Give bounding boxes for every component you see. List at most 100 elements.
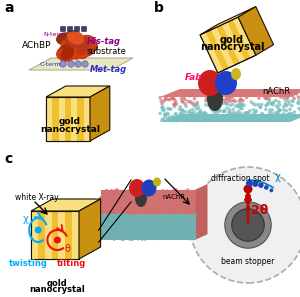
- Circle shape: [207, 104, 211, 108]
- Circle shape: [226, 94, 230, 98]
- Circle shape: [231, 111, 234, 115]
- Circle shape: [190, 116, 194, 119]
- Circle shape: [246, 206, 250, 210]
- Circle shape: [120, 235, 123, 238]
- Circle shape: [244, 184, 253, 194]
- Circle shape: [187, 212, 190, 215]
- Circle shape: [125, 194, 128, 197]
- Circle shape: [114, 234, 117, 238]
- Circle shape: [242, 91, 245, 94]
- Circle shape: [161, 237, 164, 240]
- Circle shape: [290, 104, 294, 107]
- Circle shape: [204, 99, 208, 102]
- Ellipse shape: [65, 36, 77, 45]
- Circle shape: [212, 98, 215, 102]
- Circle shape: [104, 197, 107, 200]
- Circle shape: [156, 205, 159, 208]
- Circle shape: [120, 233, 123, 236]
- Polygon shape: [31, 199, 100, 211]
- Circle shape: [237, 102, 241, 106]
- Circle shape: [156, 206, 159, 209]
- Circle shape: [228, 111, 231, 115]
- Circle shape: [102, 224, 105, 227]
- Circle shape: [190, 112, 194, 115]
- Circle shape: [128, 237, 131, 240]
- Circle shape: [160, 107, 164, 110]
- Circle shape: [185, 207, 188, 210]
- Circle shape: [211, 99, 214, 103]
- Circle shape: [126, 237, 129, 240]
- Circle shape: [229, 103, 232, 107]
- Ellipse shape: [76, 47, 86, 55]
- Circle shape: [106, 201, 109, 204]
- Circle shape: [162, 198, 165, 201]
- Circle shape: [231, 95, 235, 98]
- Circle shape: [164, 115, 167, 119]
- Circle shape: [217, 109, 220, 113]
- Circle shape: [134, 197, 137, 200]
- Circle shape: [217, 102, 220, 106]
- Circle shape: [105, 189, 108, 192]
- Circle shape: [295, 92, 298, 96]
- Circle shape: [117, 215, 120, 218]
- Circle shape: [116, 188, 119, 191]
- Circle shape: [187, 236, 190, 239]
- Circle shape: [260, 103, 264, 106]
- Circle shape: [161, 189, 164, 192]
- Circle shape: [182, 96, 185, 100]
- Text: χ: χ: [275, 173, 281, 182]
- Circle shape: [108, 204, 111, 207]
- Polygon shape: [200, 17, 256, 73]
- Circle shape: [190, 167, 300, 283]
- Circle shape: [193, 206, 196, 208]
- Circle shape: [110, 217, 113, 220]
- Circle shape: [161, 219, 164, 222]
- Circle shape: [169, 198, 172, 201]
- Circle shape: [130, 233, 133, 236]
- Circle shape: [99, 204, 102, 207]
- Circle shape: [153, 234, 156, 237]
- Circle shape: [113, 202, 116, 205]
- Circle shape: [185, 203, 188, 206]
- Circle shape: [104, 237, 107, 240]
- Circle shape: [121, 220, 124, 223]
- Circle shape: [166, 199, 169, 202]
- Circle shape: [252, 108, 255, 112]
- Circle shape: [190, 108, 194, 111]
- Ellipse shape: [129, 179, 145, 197]
- Circle shape: [166, 117, 169, 121]
- Circle shape: [143, 224, 146, 227]
- Circle shape: [140, 196, 143, 199]
- Ellipse shape: [215, 71, 237, 95]
- Circle shape: [181, 119, 185, 122]
- Circle shape: [148, 228, 151, 230]
- Circle shape: [161, 108, 165, 112]
- Text: twisting: twisting: [9, 258, 48, 268]
- Circle shape: [119, 217, 122, 219]
- Circle shape: [116, 215, 118, 218]
- Circle shape: [282, 96, 286, 100]
- Circle shape: [274, 99, 278, 102]
- Circle shape: [174, 112, 178, 115]
- Ellipse shape: [198, 70, 222, 96]
- Circle shape: [120, 222, 123, 225]
- Circle shape: [247, 110, 250, 114]
- Circle shape: [286, 97, 289, 100]
- Circle shape: [183, 224, 186, 227]
- Circle shape: [148, 195, 151, 198]
- Circle shape: [176, 190, 179, 193]
- Circle shape: [114, 189, 117, 192]
- Circle shape: [134, 212, 137, 215]
- Circle shape: [175, 215, 178, 218]
- Circle shape: [144, 216, 147, 219]
- Circle shape: [101, 195, 104, 198]
- Circle shape: [140, 222, 142, 225]
- Circle shape: [123, 221, 126, 224]
- Circle shape: [190, 112, 194, 116]
- Circle shape: [183, 114, 186, 118]
- Circle shape: [118, 213, 122, 216]
- Circle shape: [243, 111, 247, 115]
- Circle shape: [119, 221, 122, 224]
- Polygon shape: [100, 189, 196, 214]
- Circle shape: [109, 216, 112, 219]
